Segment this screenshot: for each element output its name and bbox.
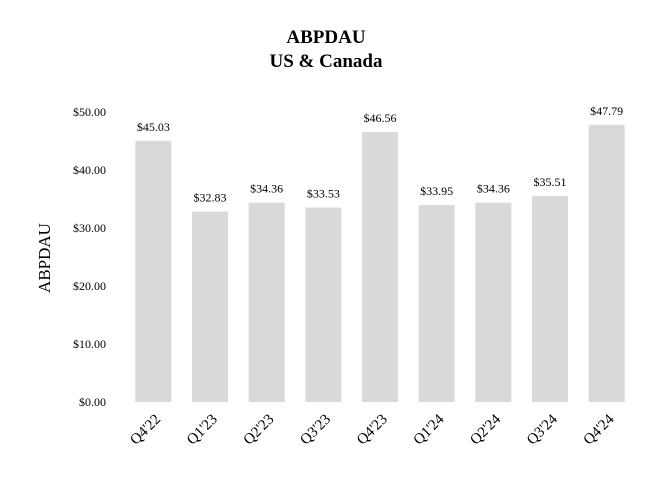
y-tick-label: $10.00 bbox=[73, 337, 106, 351]
x-tick-label: Q3'24 bbox=[524, 411, 561, 448]
bar bbox=[305, 207, 342, 402]
x-tick-label: Q3'23 bbox=[297, 412, 334, 449]
y-tick-label: $40.00 bbox=[73, 163, 106, 177]
data-label: $33.95 bbox=[420, 184, 453, 198]
y-tick-label: $30.00 bbox=[73, 221, 106, 235]
x-tick-label: Q4'23 bbox=[354, 412, 391, 449]
y-tick-label: $50.00 bbox=[73, 105, 106, 119]
data-label: $35.51 bbox=[534, 175, 567, 189]
data-label: $34.36 bbox=[477, 182, 510, 196]
data-label: $32.83 bbox=[194, 191, 227, 205]
x-tick-label: Q2'24 bbox=[467, 411, 504, 448]
y-tick-label: $0.00 bbox=[79, 395, 106, 409]
bar bbox=[418, 205, 455, 402]
y-axis-label: ABPDAU bbox=[35, 223, 54, 293]
x-tick-label: Q4'24 bbox=[581, 411, 618, 448]
bar bbox=[135, 140, 172, 403]
bar bbox=[362, 131, 398, 402]
bar bbox=[532, 196, 568, 402]
data-label: $46.56 bbox=[364, 111, 397, 125]
x-tick-label: Q1'23 bbox=[184, 412, 221, 449]
data-label: $45.03 bbox=[137, 120, 170, 134]
x-tick-label: Q4'22 bbox=[127, 412, 164, 449]
chart-subtitle: US & Canada bbox=[269, 51, 383, 72]
bar bbox=[475, 202, 512, 402]
bar bbox=[192, 211, 228, 402]
y-tick-label: $20.00 bbox=[73, 279, 106, 293]
data-label: $34.36 bbox=[250, 182, 283, 196]
chart-title: ABPDAU bbox=[286, 27, 366, 48]
bar bbox=[588, 124, 625, 403]
bar bbox=[248, 202, 285, 402]
x-tick-label: Q1'24 bbox=[411, 411, 448, 448]
data-label: $47.79 bbox=[590, 104, 623, 118]
x-tick-label: Q2'23 bbox=[241, 412, 278, 449]
data-label: $33.53 bbox=[307, 187, 340, 201]
